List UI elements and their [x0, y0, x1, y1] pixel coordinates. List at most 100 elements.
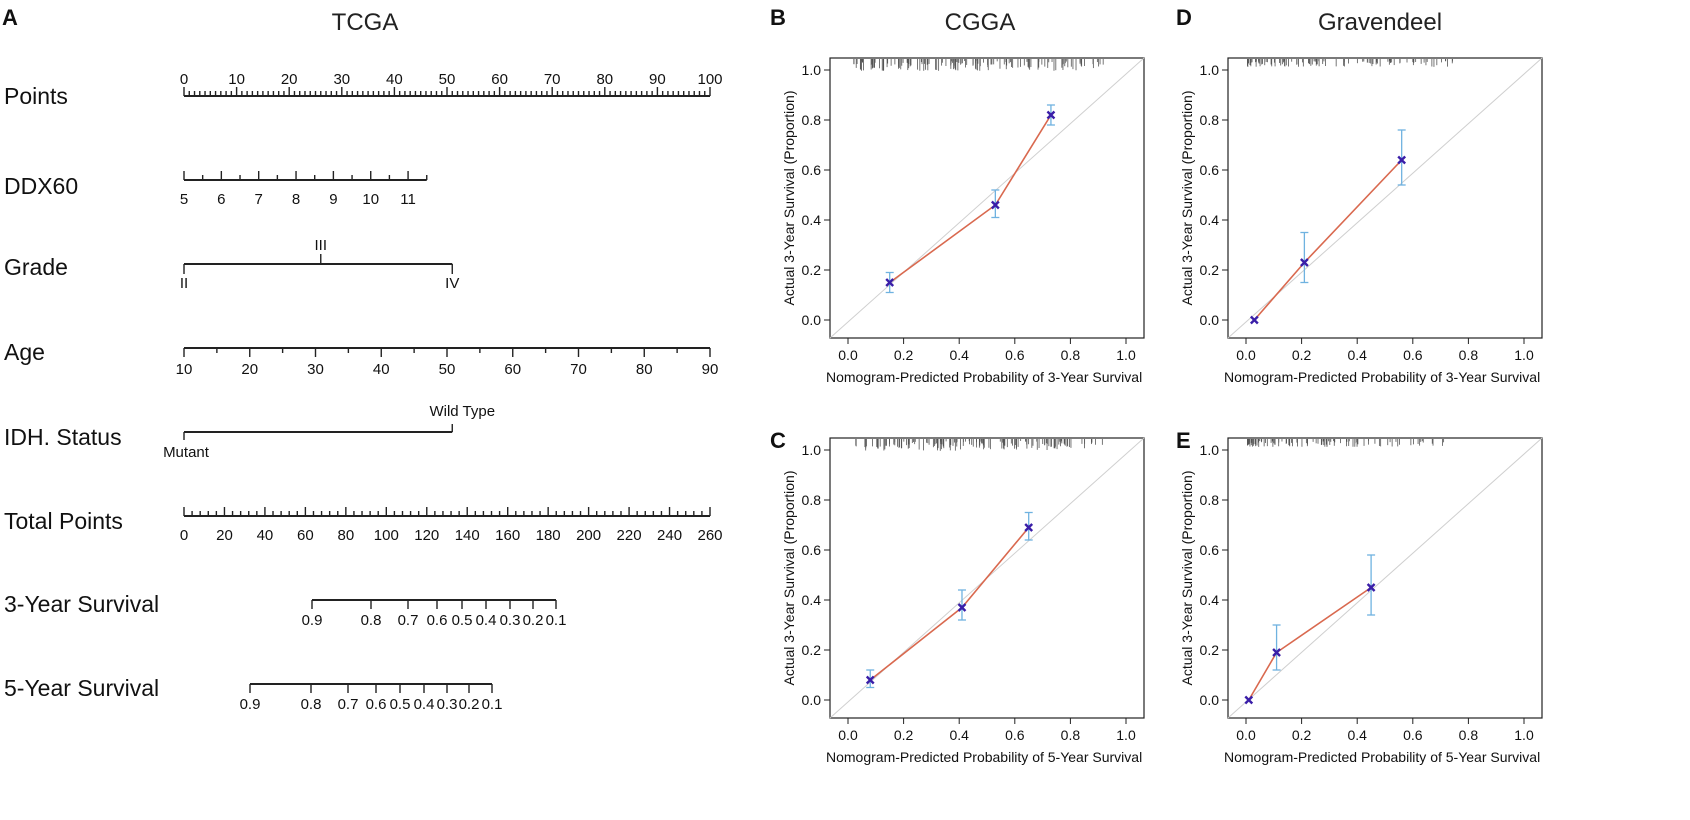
y-tick-label: 1.0: [1200, 62, 1220, 78]
age-tick-label: 20: [241, 361, 258, 378]
points-tick-label: 20: [281, 71, 298, 88]
calibration-plot-d: 0.0 0.2 0.4 0.6 0.8 1.0 0.0 0.2 0.4 0.6 0.8 1.0 Nomo…: [1179, 57, 1543, 385]
y-tick-label: 0.2: [1200, 262, 1220, 278]
x-tick-label: 0.6: [1403, 347, 1423, 363]
points-tick-label: 70: [544, 71, 561, 88]
row-label-6: 3-Year Survival: [4, 591, 159, 617]
plot-frame: [829, 437, 1145, 719]
x-tick-label: 0.4: [1347, 727, 1367, 743]
age-tick-label: 50: [439, 361, 456, 378]
age-tick-label: 60: [504, 361, 521, 378]
y-tick-label: 0.8: [802, 492, 822, 508]
ideal-diagonal-line: [829, 57, 1145, 339]
y-tick-label: 1.0: [802, 62, 822, 78]
y-tick-label: 0.0: [1200, 312, 1220, 328]
age-tick-label: 30: [307, 361, 324, 378]
age-tick-label: 40: [373, 361, 390, 378]
x-tick-label: 0.0: [1236, 347, 1256, 363]
survival-3y-tick-label: 0.2: [523, 612, 544, 629]
x-tick-label: 0.2: [894, 347, 914, 363]
calibration-plot-c: 0.0 0.2 0.4 0.6 0.8 1.0 0.0 0.2 0.4 0.6 0.8 1.0 Nomo…: [781, 437, 1145, 765]
plot-frame: [829, 57, 1145, 339]
grade-tick-label: III: [315, 237, 328, 254]
total-points-tick-label: 0: [180, 527, 188, 544]
total-points-tick-label: 200: [576, 527, 601, 544]
total-points-tick-label: 240: [657, 527, 682, 544]
survival-5y-tick-label: 0.4: [414, 696, 435, 713]
total-points-tick-label: 120: [414, 527, 439, 544]
x-tick-label: 0.0: [838, 347, 858, 363]
data-point: [990, 200, 1000, 210]
y-tick-label: 0.6: [802, 542, 822, 558]
nomogram-panel-a: Points DDX60 Grade Age IDH. Status Total Poin…: [4, 71, 723, 713]
y-tick-label: 0.4: [1200, 212, 1220, 228]
ddx60-tick-label: 10: [362, 191, 379, 208]
y-axis-label: Actual 3-Year Survival (Proportion): [781, 470, 797, 685]
survival-5y-tick-label: 0.6: [366, 696, 387, 713]
ddx60-tick-label: 11: [400, 191, 416, 208]
y-tick-label: 0.4: [802, 592, 822, 608]
survival-3y-tick-label: 0.7: [398, 612, 419, 629]
x-tick-label: 0.8: [1459, 727, 1479, 743]
x-tick-label: 0.4: [949, 727, 969, 743]
rug-marks: [1246, 439, 1445, 447]
x-tick-label: 0.2: [1292, 347, 1312, 363]
calibration-line: [1253, 159, 1403, 321]
total-points-tick-label: 260: [697, 527, 722, 544]
survival-5y-tick-label: 0.8: [301, 696, 322, 713]
data-point: [1046, 110, 1056, 120]
total-points-tick-label: 100: [374, 527, 399, 544]
rug-marks: [1246, 59, 1453, 67]
survival-5y-tick-label: 0.7: [338, 696, 359, 713]
calibration-line: [889, 114, 1052, 284]
grade-tick-label: II: [180, 275, 188, 292]
row-label-4: IDH. Status: [4, 424, 122, 450]
ddx60-tick-label: 6: [217, 191, 225, 208]
points-tick-label: 10: [228, 71, 245, 88]
x-axis-label: Nomogram-Predicted Probability of 3-Year…: [1224, 369, 1540, 385]
total-points-tick-label: 140: [455, 527, 480, 544]
x-tick-label: 0.8: [1459, 347, 1479, 363]
points-tick-label: 90: [649, 71, 666, 88]
row-label-1: DDX60: [4, 173, 78, 199]
y-tick-label: 1.0: [1200, 442, 1220, 458]
idh-tick-label: Mutant: [163, 444, 210, 461]
total-points-tick-label: 180: [536, 527, 561, 544]
survival-3y-tick-label: 0.4: [476, 612, 497, 629]
calibration-plot-b: 0.0 0.2 0.4 0.6 0.8 1.0 0.0 0.2 0.4 0.6 0.8 1.0 Nomo…: [781, 57, 1145, 385]
points-tick-label: 40: [386, 71, 403, 88]
points-tick-label: 100: [697, 71, 722, 88]
x-tick-label: 0.8: [1061, 347, 1081, 363]
x-tick-label: 0.0: [838, 727, 858, 743]
data-point: [885, 278, 895, 287]
y-tick-label: 0.8: [1200, 492, 1220, 508]
rug-marks: [853, 59, 1104, 71]
calibration-line: [869, 526, 1030, 681]
x-tick-label: 0.2: [1292, 727, 1312, 743]
y-tick-label: 1.0: [802, 442, 822, 458]
total-points-tick-label: 40: [257, 527, 274, 544]
data-point: [1272, 648, 1281, 657]
age-tick-label: 70: [570, 361, 587, 378]
rug-marks: [855, 439, 1103, 451]
panel-title-d: Gravendeel: [1318, 9, 1442, 36]
x-tick-label: 0.6: [1005, 347, 1025, 363]
survival-3y-tick-label: 0.6: [427, 612, 448, 629]
survival-3y-tick-label: 0.9: [302, 612, 323, 629]
survival-3y-tick-label: 0.5: [452, 612, 473, 629]
grade-tick-label: IV: [445, 275, 459, 292]
x-axis-label: Nomogram-Predicted Probability of 5-Year…: [1224, 749, 1540, 765]
total-points-tick-label: 80: [338, 527, 355, 544]
row-label-7: 5-Year Survival: [4, 675, 159, 701]
survival-5y-tick-label: 0.9: [240, 696, 261, 713]
row-label-2: Grade: [4, 254, 68, 280]
panel-letter-c: C: [770, 428, 786, 453]
survival-3y-tick-label: 0.8: [361, 612, 382, 629]
survival-5y-tick-label: 0.3: [437, 696, 458, 713]
data-point: [1244, 695, 1254, 705]
y-tick-label: 0.2: [802, 642, 822, 658]
x-tick-label: 0.2: [894, 727, 914, 743]
y-tick-label: 0.6: [1200, 162, 1220, 178]
panel-letter-d: D: [1176, 5, 1192, 30]
x-tick-label: 1.0: [1514, 727, 1534, 743]
